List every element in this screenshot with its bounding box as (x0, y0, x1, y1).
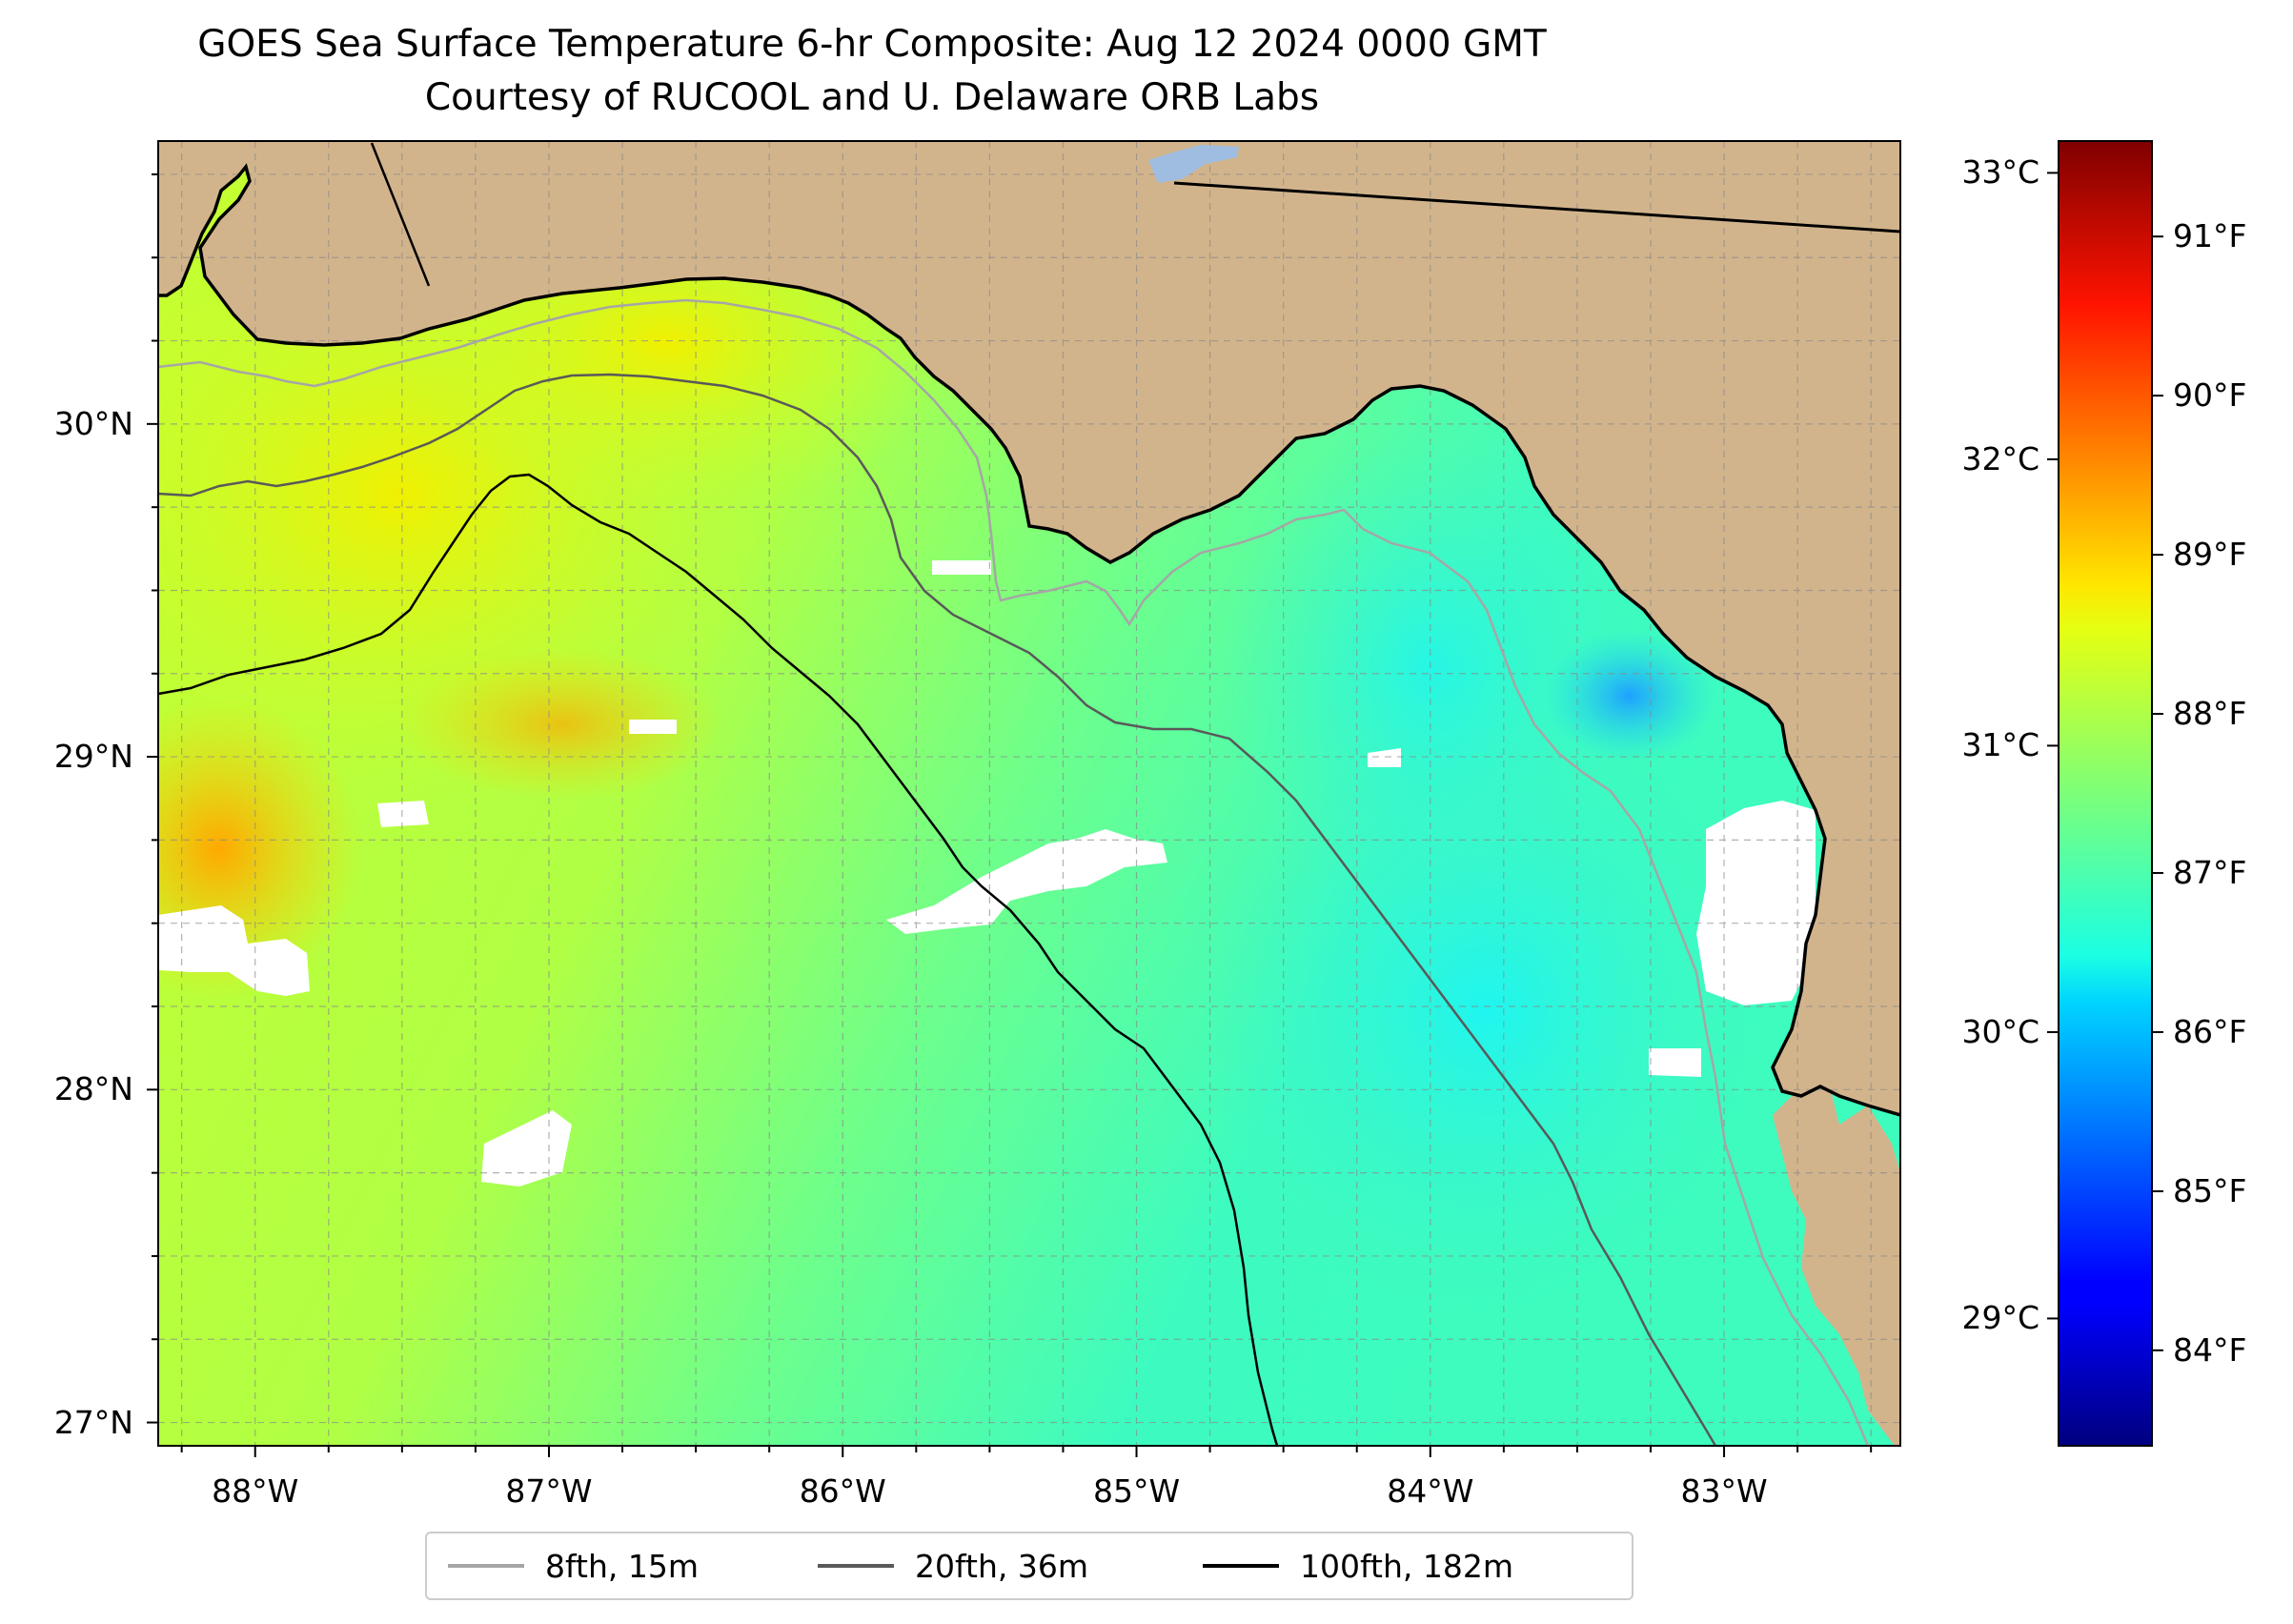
colorbar-c-label: 33°C (1961, 153, 2039, 192)
map-ticks (147, 173, 1873, 1457)
colorbar-f-label: 91°F (2173, 217, 2247, 255)
colorbar-c-label: 32°C (1961, 439, 2039, 477)
legend-item-8fth: 8fth, 15m (448, 1533, 699, 1598)
coastline (158, 163, 1900, 1117)
cloud-gaps (158, 560, 1816, 1187)
colorbar-c-label: 31°C (1961, 726, 2039, 764)
colorbar-c-label: 29°C (1961, 1299, 2039, 1337)
lat-label: 29°N (53, 738, 133, 776)
lon-label: 83°W (1680, 1472, 1768, 1510)
legend-label-100fth: 100fth, 182m (1300, 1547, 1513, 1585)
contour-20fth (158, 373, 1717, 1446)
map-frame (157, 140, 1901, 1447)
lon-label: 86°W (799, 1472, 886, 1510)
cool-patch-cedar-key (1544, 629, 1715, 762)
colorbar-f-label: 84°F (2173, 1330, 2247, 1369)
legend-swatch-100fth (1203, 1564, 1279, 1568)
lon-label: 84°W (1387, 1472, 1474, 1510)
map-graticule (158, 141, 1900, 1446)
legend-item-100fth: 100fth, 182m (1203, 1533, 1513, 1598)
colorbar-f-label: 88°F (2173, 695, 2247, 733)
warm-patch-central (400, 648, 724, 801)
state-border (1173, 181, 1900, 233)
land-mainland (158, 141, 1900, 1115)
lon-label: 88°W (212, 1472, 299, 1510)
colorbar-f-label: 86°F (2173, 1012, 2247, 1050)
cool-area-bigbend (1220, 419, 1639, 915)
colorbar-c-label: 30°C (1961, 1012, 2039, 1050)
colorbar-ticks (2047, 172, 2163, 1351)
contour-8fth (158, 298, 1870, 1446)
legend-label-20fth: 20fth, 36m (915, 1547, 1088, 1585)
depth-legend: 8fth, 15m 20fth, 36m 100fth, 182m (425, 1532, 1634, 1600)
state-border-al-ms (370, 142, 431, 287)
map-subtitle: Courtesy of RUCOOL and U. Delaware ORB L… (424, 76, 1320, 119)
colorbar (2058, 140, 2153, 1447)
lon-label: 85°W (1092, 1472, 1181, 1510)
colorbar-f-label: 87°F (2173, 853, 2247, 891)
map-title: GOES Sea Surface Temperature 6-hr Compos… (197, 23, 1547, 66)
colorbar-f-label: 89°F (2173, 536, 2247, 574)
lon-label: 87°W (505, 1472, 593, 1510)
legend-item-20fth: 20fth, 36m (818, 1533, 1088, 1598)
lat-label: 28°N (53, 1070, 133, 1108)
colorbar-f-label: 85°F (2173, 1171, 2247, 1209)
lake-seminole (1148, 145, 1239, 183)
contour-100fth (158, 473, 1279, 1446)
legend-label-8fth: 8fth, 15m (545, 1547, 700, 1585)
legend-swatch-8fth (448, 1564, 524, 1568)
colorbar-f-label: 90°F (2173, 376, 2247, 415)
lat-label: 27°N (53, 1403, 133, 1441)
lat-label: 30°N (53, 404, 133, 442)
legend-swatch-20fth (818, 1564, 894, 1568)
